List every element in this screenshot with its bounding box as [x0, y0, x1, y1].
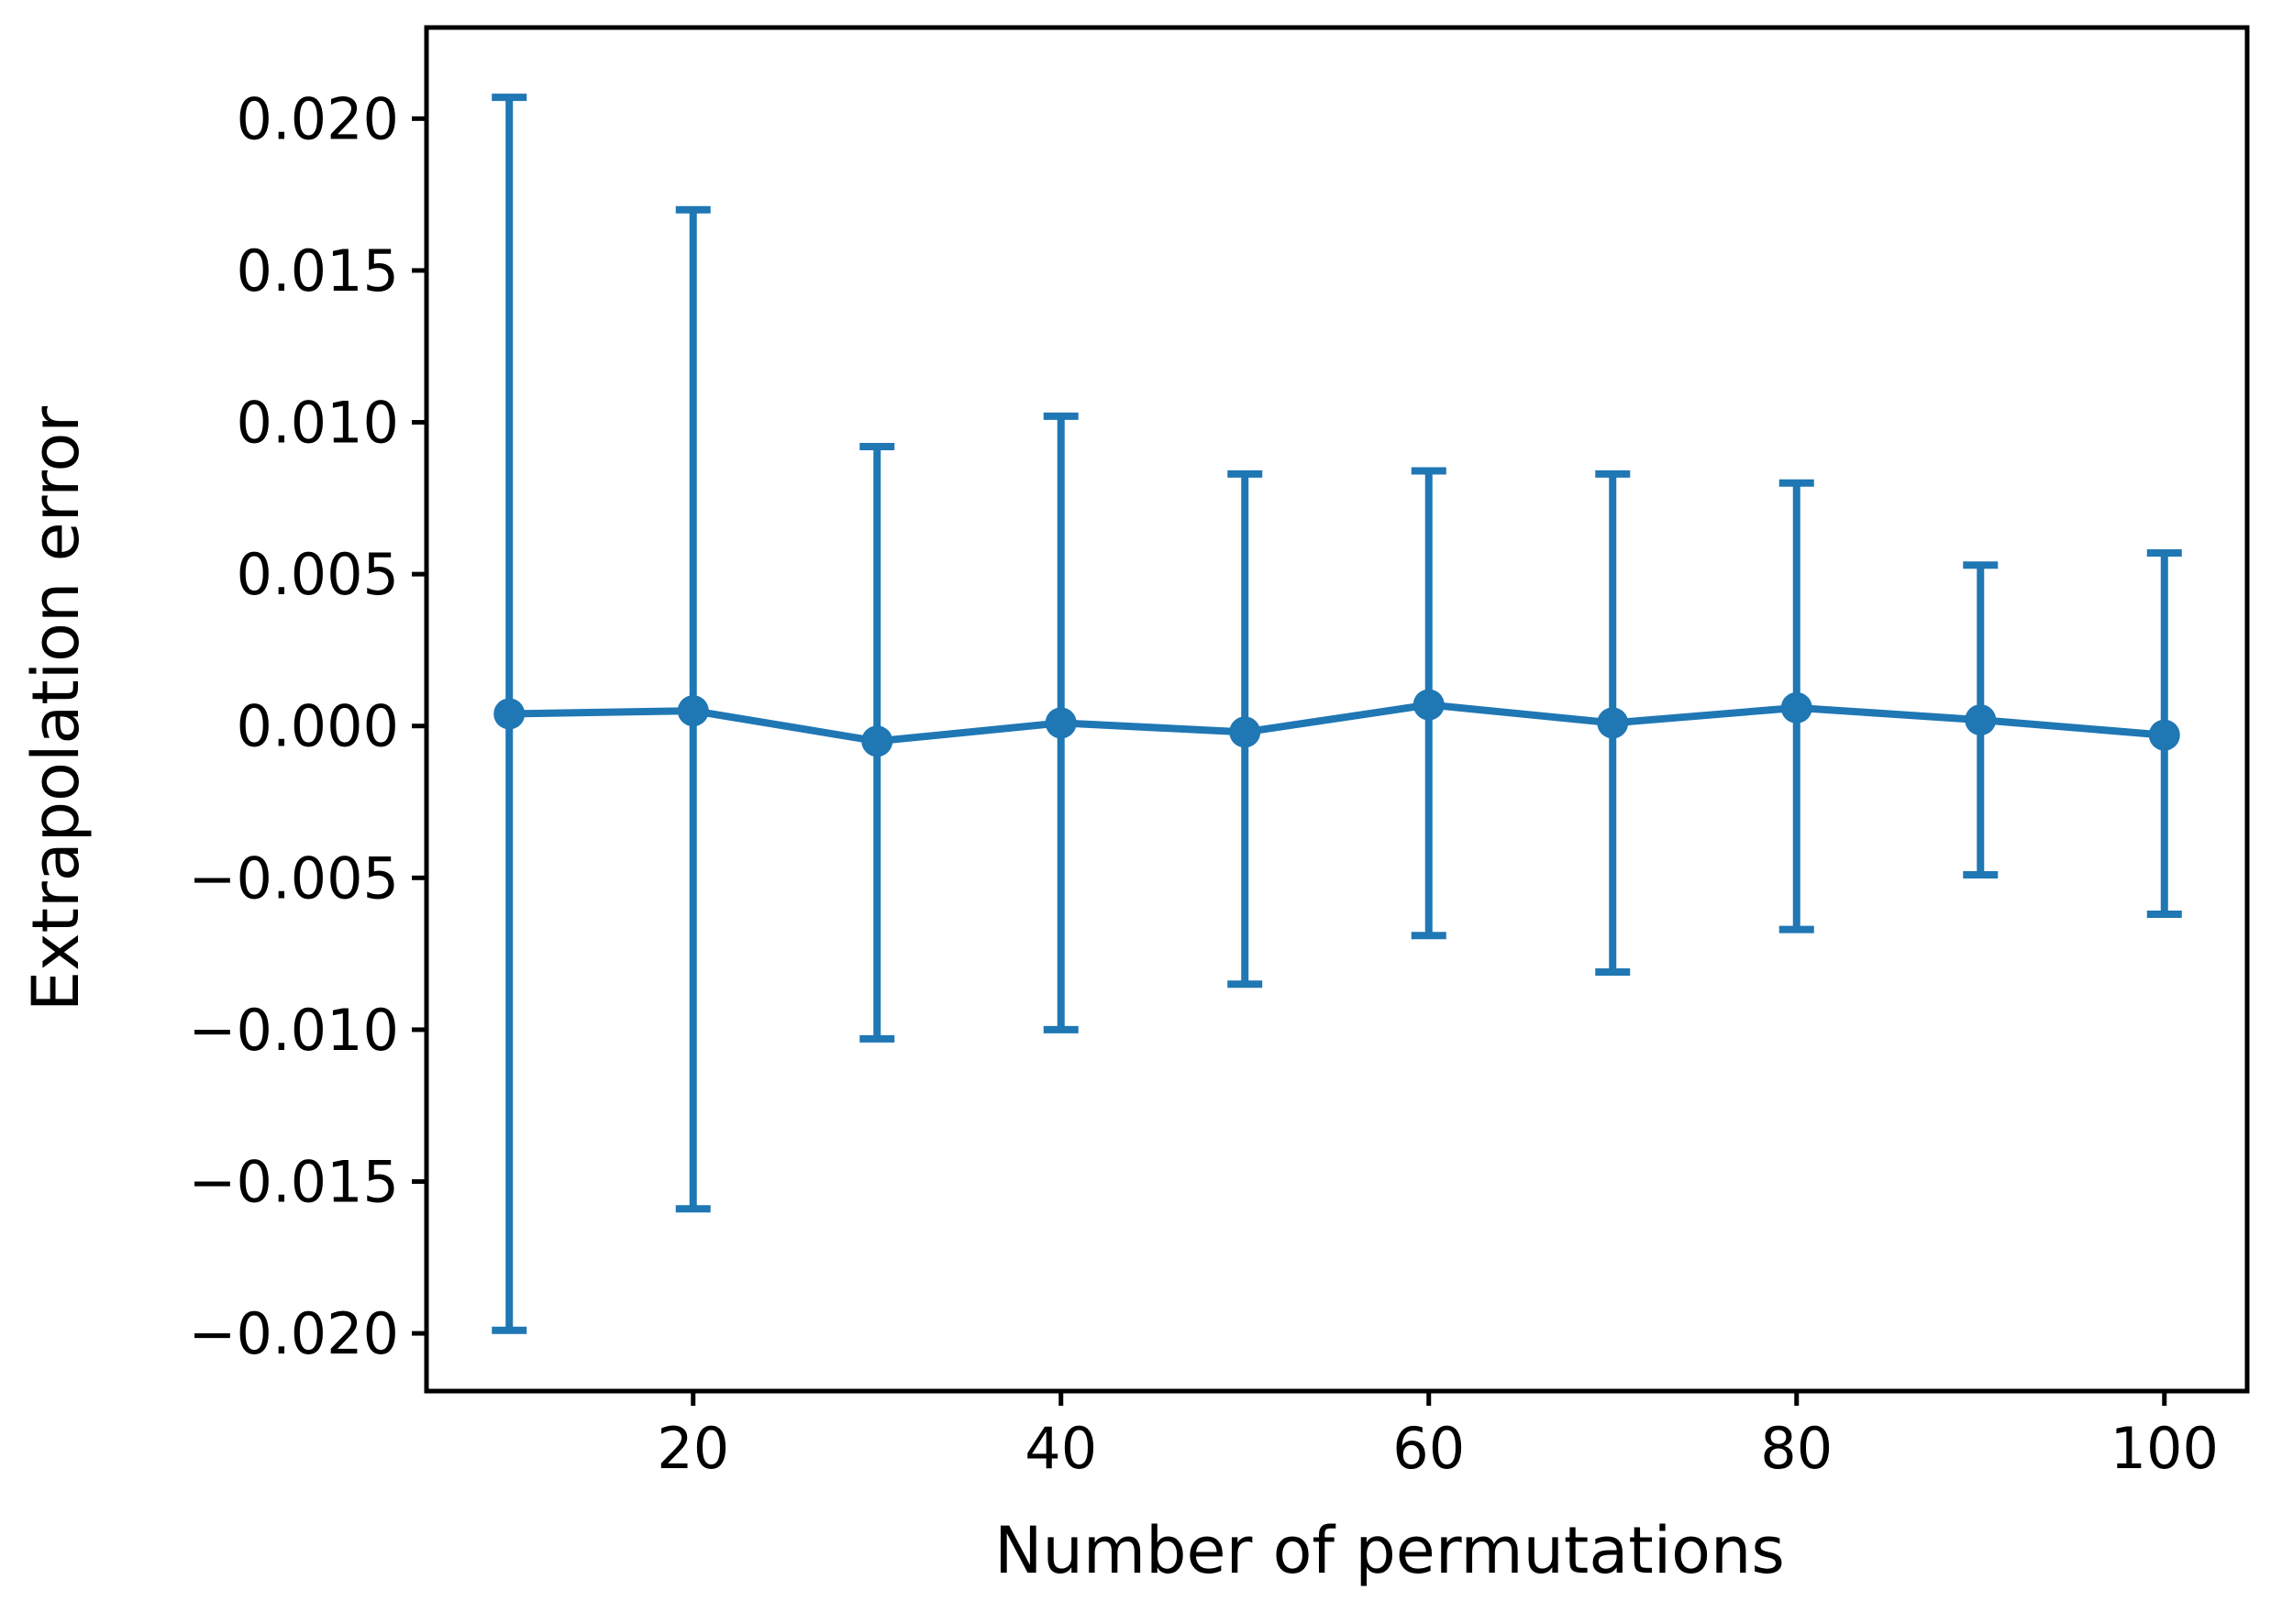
x-tick-label: 60 [1392, 1415, 1465, 1482]
data-point-marker [677, 695, 709, 727]
data-point-marker [1597, 707, 1629, 739]
y-tick-label: 0.005 [237, 541, 400, 608]
data-point-marker [1412, 689, 1445, 721]
data-point-marker [493, 698, 526, 730]
x-axis-label: Number of permutations [994, 1513, 1785, 1588]
y-tick-label: 0.015 [237, 238, 400, 304]
x-axis-ticks: 20 40 60 80 100 [657, 1391, 2219, 1482]
y-tick-label: 0.000 [237, 693, 400, 760]
data-line [509, 701, 2166, 746]
y-axis-label: Extrapolation error [18, 406, 94, 1011]
data-point-marker [2148, 719, 2180, 751]
data-point-marker [1229, 716, 1261, 748]
data-point-marker [1780, 691, 1812, 724]
x-tick-label: 20 [657, 1415, 729, 1482]
series-polyline [509, 701, 2166, 746]
x-tick-label: 80 [1760, 1415, 1833, 1482]
y-tick-label: −0.015 [189, 1148, 399, 1215]
y-tick-label: 0.020 [237, 85, 400, 152]
data-point-marker [1965, 704, 1997, 736]
plot-area [424, 25, 2250, 1394]
y-tick-label: −0.020 [189, 1300, 399, 1367]
y-axis-ticks: 0.020 0.015 0.010 0.005 0.000 −0.005 −0.010 −0.… [189, 85, 426, 1367]
y-tick-label: −0.005 [189, 845, 399, 911]
data-point-marker [861, 725, 893, 757]
y-tick-label: −0.010 [189, 997, 399, 1064]
x-tick-label: 100 [2110, 1415, 2219, 1482]
data-point-marker [1045, 707, 1077, 739]
x-tick-label: 40 [1025, 1415, 1097, 1482]
data-points [493, 689, 2180, 757]
y-tick-label: 0.010 [237, 390, 400, 457]
